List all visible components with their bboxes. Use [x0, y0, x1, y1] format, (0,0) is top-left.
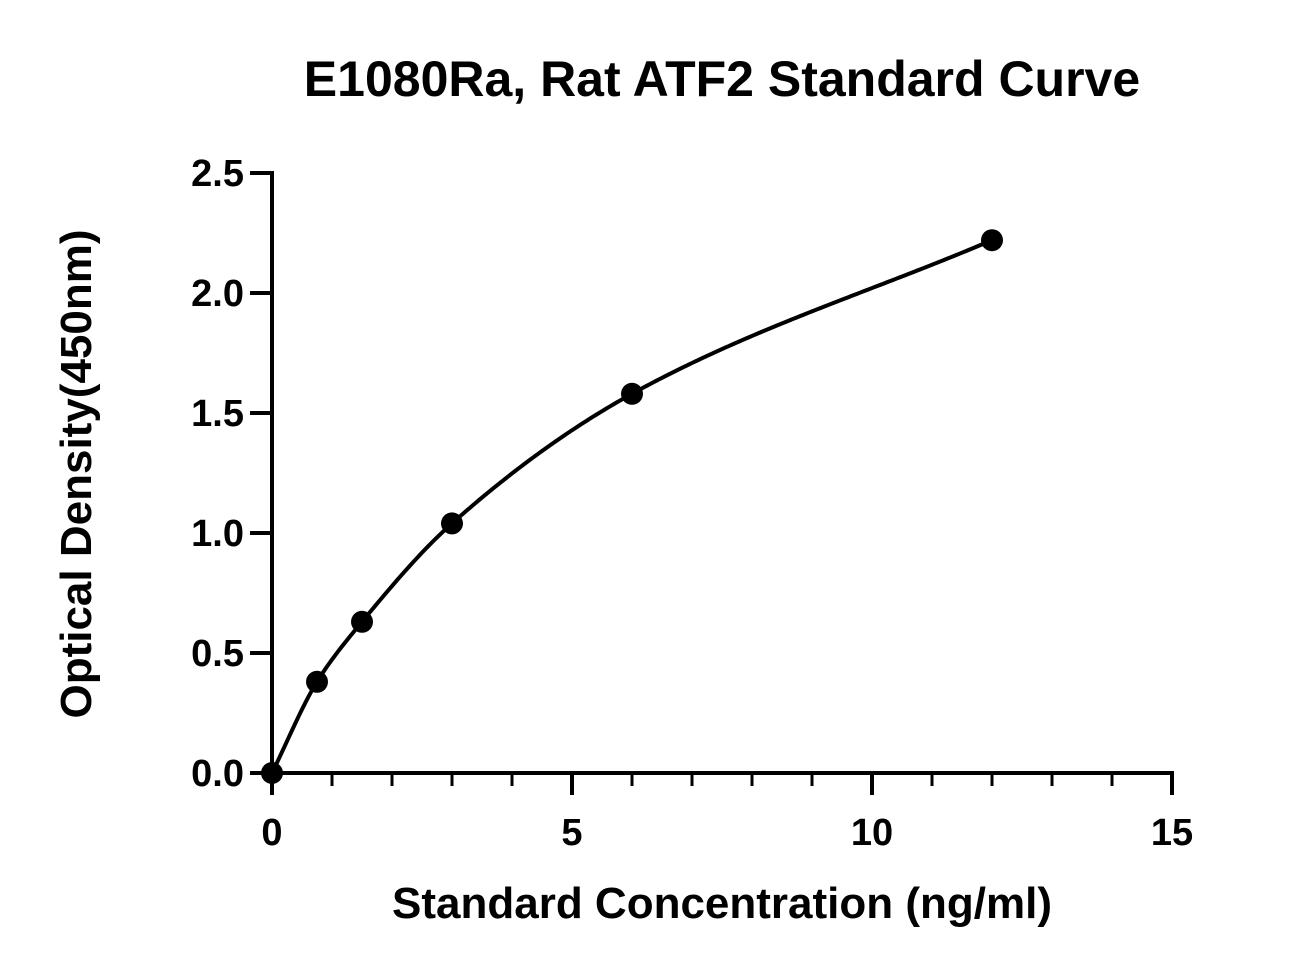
y-tick-label: 2.5	[191, 153, 244, 195]
data-point	[351, 610, 373, 633]
y-axis-label: Optical Density(450nm)	[52, 229, 101, 718]
y-tick-label: 0.5	[191, 633, 244, 675]
x-tick-label: 5	[561, 812, 582, 854]
data-point	[621, 382, 643, 405]
x-tick-label: 0	[261, 812, 282, 854]
axes	[270, 171, 1174, 775]
data-point	[441, 512, 463, 535]
chart-title: E1080Ra, Rat ATF2 Standard Curve	[304, 51, 1140, 107]
data-point	[981, 229, 1003, 252]
fit-curve-group	[270, 238, 993, 774]
y-axis-ticks: 0.0 0.5 1.0 1.5 2.0 2.5	[191, 153, 272, 795]
y-tick-label: 1.5	[191, 393, 244, 435]
y-tick-label: 0.0	[191, 753, 244, 795]
x-axis-ticks: 0 5 10 15	[261, 773, 1193, 854]
data-point	[306, 670, 328, 693]
x-axis-label: Standard Concentration (ng/ml)	[392, 879, 1052, 928]
y-tick-label: 2.0	[191, 273, 244, 315]
data-points	[261, 229, 1003, 784]
fit-curve	[270, 238, 993, 774]
x-tick-label: 15	[1151, 812, 1193, 854]
x-tick-label: 10	[851, 812, 893, 854]
data-point	[261, 762, 283, 784]
y-tick-label: 1.0	[191, 513, 244, 555]
